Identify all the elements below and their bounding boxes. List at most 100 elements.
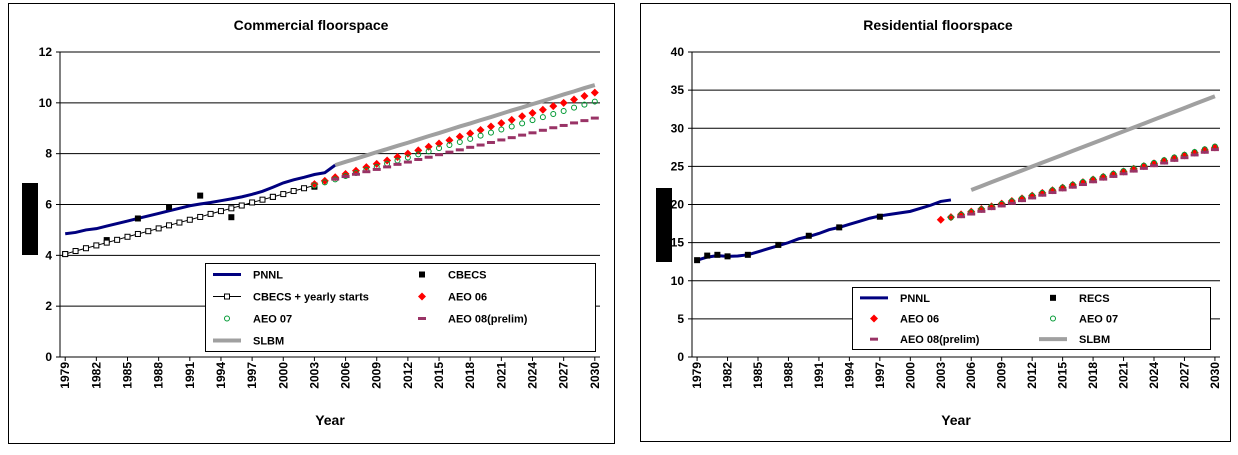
point (238, 202, 245, 209)
point (93, 242, 100, 249)
point (311, 182, 318, 189)
x-tick-label: 1979 (58, 362, 72, 389)
point (539, 114, 546, 121)
point (436, 145, 443, 152)
point (559, 98, 568, 107)
x-tick-label: 2018 (463, 362, 477, 389)
point (166, 204, 173, 211)
x-tick-label: 2024 (1147, 362, 1161, 389)
legend-box (852, 287, 1211, 350)
point (186, 216, 193, 223)
legend-label: AEO 06 (448, 292, 487, 304)
x-tick-label: 2015 (1056, 362, 1070, 389)
series-line (696, 198, 952, 262)
x-tick-label: 1988 (152, 362, 166, 389)
point (508, 123, 515, 130)
x-tick-label: 1982 (721, 362, 735, 389)
series-line (970, 94, 1216, 192)
y-tick-label: 15 (671, 236, 685, 250)
y-tick-label: 25 (671, 159, 685, 173)
point (455, 132, 464, 141)
chart-title: Commercial floorspace (234, 17, 389, 33)
point (518, 112, 527, 121)
point (529, 117, 536, 124)
point (404, 154, 411, 161)
y-tick-label: 12 (39, 45, 53, 59)
x-tick-label: 2000 (903, 362, 917, 389)
x-tick-label: 2003 (934, 362, 948, 389)
point (72, 248, 79, 255)
x-tick-label: 1982 (89, 362, 103, 389)
legend-label: SLBM (253, 336, 284, 348)
x-tick-label: 2006 (339, 362, 353, 389)
panel-border (8, 3, 615, 444)
y-tick-label: 10 (39, 96, 53, 110)
point (724, 253, 731, 260)
point (134, 215, 141, 222)
x-tick-label: 2021 (494, 362, 508, 389)
x-tick-label: 1985 (121, 362, 135, 389)
point (145, 228, 152, 235)
point (280, 191, 287, 198)
point (775, 241, 782, 248)
x-tick-label: 1997 (245, 362, 259, 389)
legend-label: SLBM (1079, 334, 1110, 346)
series-line (334, 83, 596, 168)
y-tick-label: 5 (677, 312, 684, 326)
point (1050, 294, 1056, 301)
point (549, 102, 558, 111)
y-tick-label: 10 (671, 274, 685, 288)
x-tick-label: 2012 (401, 362, 415, 389)
x-tick-label: 2009 (995, 362, 1009, 389)
point (82, 245, 89, 252)
point (124, 233, 131, 240)
point (103, 239, 110, 246)
y-tick-label: 40 (671, 45, 685, 59)
x-tick-label: 1994 (842, 362, 856, 389)
redacted-axis-label (22, 183, 38, 255)
x-tick-label: 1988 (781, 362, 795, 389)
point (714, 251, 721, 258)
point (570, 95, 579, 104)
point (486, 122, 495, 131)
point (947, 214, 954, 221)
point (207, 210, 214, 217)
x-tick-label: 1997 (873, 362, 887, 389)
point (876, 213, 883, 220)
point (155, 225, 162, 232)
x-tick-label: 2012 (1025, 362, 1039, 389)
point (1050, 315, 1056, 322)
point (560, 107, 567, 114)
y-tick-label: 0 (677, 350, 684, 364)
point (134, 230, 141, 237)
x-tick-label: 1994 (214, 362, 228, 389)
point (197, 192, 204, 199)
point (456, 138, 463, 145)
point (424, 142, 433, 151)
point (744, 251, 751, 258)
x-tick-label: 2006 (964, 362, 978, 389)
legend-label: PNNL (900, 293, 930, 305)
point (419, 271, 425, 278)
x-tick-label: 2027 (1177, 362, 1191, 389)
point (498, 126, 505, 133)
y-tick-label: 20 (671, 198, 685, 212)
point (519, 120, 526, 127)
x-tick-label: 1991 (183, 362, 197, 389)
panel-border (640, 3, 1231, 442)
x-axis-title: Year (941, 412, 971, 428)
point (580, 91, 589, 100)
point (176, 219, 183, 226)
point (445, 136, 454, 145)
point (321, 179, 328, 186)
point (217, 208, 224, 215)
x-tick-label: 2015 (432, 362, 446, 389)
point (550, 111, 557, 118)
point (497, 119, 506, 128)
point (166, 222, 173, 229)
x-tick-label: 2030 (1208, 362, 1222, 389)
point (466, 129, 475, 138)
x-axis-title: Year (315, 412, 345, 428)
x-tick-label: 2000 (276, 362, 290, 389)
x-tick-label: 1991 (812, 362, 826, 389)
